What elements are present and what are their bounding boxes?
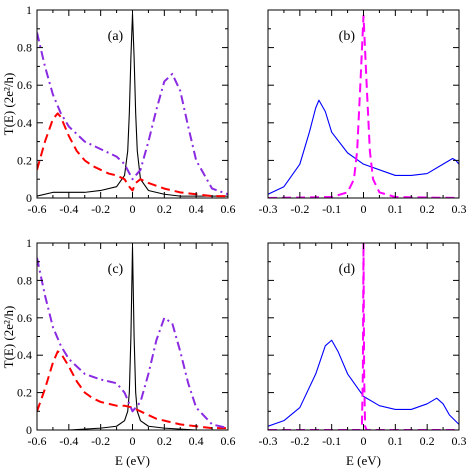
x-tick-label: -0.4 xyxy=(59,434,78,448)
x-tick-label: -0.6 xyxy=(28,434,47,448)
series-line-2 xyxy=(37,112,228,198)
x-tick-label: 0.6 xyxy=(221,202,236,216)
plot-frame xyxy=(36,9,229,199)
panel-label: (b) xyxy=(339,29,356,44)
x-tick-label: -0.2 xyxy=(91,434,110,448)
x-tick-label: 0.2 xyxy=(157,434,172,448)
series-line-2 xyxy=(37,350,228,430)
series-line-1 xyxy=(268,99,459,195)
x-tick-label: -0.2 xyxy=(290,434,309,448)
x-tick-label: -0.4 xyxy=(59,202,78,216)
series-line-2 xyxy=(268,243,459,430)
y-tick-label: 0.6 xyxy=(17,311,32,325)
x-axis-title: E (eV) xyxy=(115,453,150,468)
series-line-1 xyxy=(37,13,228,197)
x-tick-label: 0.2 xyxy=(157,202,172,216)
panel-label: (d) xyxy=(339,262,356,277)
x-tick-label: 0.4 xyxy=(189,202,204,216)
x-tick-label: 0 xyxy=(130,434,136,448)
y-axis-title: T(E) (2e²/h) xyxy=(1,306,16,369)
series-line-2 xyxy=(268,14,459,198)
y-tick-label: 1 xyxy=(26,236,32,250)
x-axis-title: E (eV) xyxy=(346,453,381,468)
x-tick-label: 0 xyxy=(130,202,136,216)
y-tick-label: 0.6 xyxy=(17,78,32,92)
x-tick-label: -0.3 xyxy=(259,434,278,448)
x-tick-label: 0.2 xyxy=(420,434,435,448)
x-tick-label: 0.6 xyxy=(221,434,236,448)
x-tick-label: 0.1 xyxy=(388,434,403,448)
x-tick-label: -0.1 xyxy=(322,434,341,448)
chart-panel-3: -0.6 -0.4 -0.2 0 0.2 0.4 0.6 0 0.2 0.4 0.6 0.8 1 (c) T… xyxy=(1,236,236,468)
series-line-3 xyxy=(37,32,228,196)
y-tick-label: 0 xyxy=(26,423,32,437)
plot-frame xyxy=(267,9,460,199)
y-tick-label: 0.8 xyxy=(17,41,32,55)
x-tick-label: -0.1 xyxy=(322,202,341,216)
y-tick-label: 0.2 xyxy=(17,153,32,167)
x-tick-label: 0.1 xyxy=(388,202,403,216)
x-tick-label: 0.2 xyxy=(420,202,435,216)
x-tick-label: 0.4 xyxy=(189,434,204,448)
y-tick-label: 1 xyxy=(26,3,32,17)
x-tick-label: 0.3 xyxy=(452,434,467,448)
chart-panel-2: -0.3 -0.2 -0.1 0 0.1 0.2 0.3 (b) xyxy=(259,9,467,216)
y-tick-label: 0.4 xyxy=(17,348,32,362)
panel-label: (a) xyxy=(108,29,124,44)
y-tick-label: 0.2 xyxy=(17,386,32,400)
x-tick-label: 0 xyxy=(361,434,367,448)
x-tick-label: -0.2 xyxy=(290,202,309,216)
y-tick-label: 0 xyxy=(26,191,32,205)
x-tick-label: -0.2 xyxy=(91,202,110,216)
panel-label: (c) xyxy=(108,262,124,277)
series-line-1 xyxy=(268,339,459,427)
series-line-3 xyxy=(37,257,228,430)
x-tick-label: 0.3 xyxy=(452,202,467,216)
chart-panel-1: -0.6 -0.4 -0.2 0 0.2 0.4 0.6 0 0.2 0.4 0.6 0.8 1 (a) T… xyxy=(1,3,236,216)
y-tick-label: 0.4 xyxy=(17,116,32,130)
x-tick-label: -0.3 xyxy=(259,202,278,216)
x-tick-label: 0 xyxy=(361,202,367,216)
series-line-1 xyxy=(37,246,228,430)
x-tick-label: -0.6 xyxy=(28,202,47,216)
chart-panel-4: -0.3 -0.2 -0.1 0 0.1 0.2 0.3 (d) E (eV) xyxy=(259,242,467,468)
y-tick-label: 0.8 xyxy=(17,273,32,287)
y-axis-title: T(E) (2e²/h) xyxy=(1,73,16,136)
